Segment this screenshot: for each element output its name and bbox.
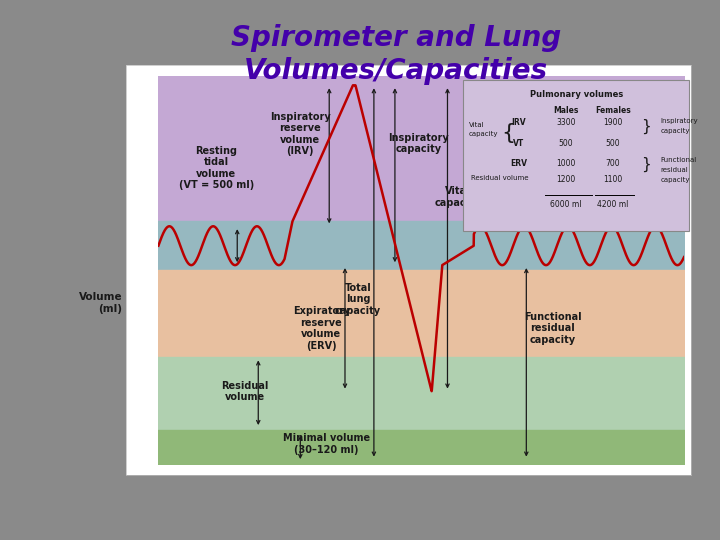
Text: Residual
volume: Residual volume bbox=[222, 381, 269, 402]
Text: Volume
(ml): Volume (ml) bbox=[78, 292, 122, 314]
Text: Volumes/Capacities: Volumes/Capacities bbox=[244, 57, 548, 85]
Text: Pulmonary volumes: Pulmonary volumes bbox=[530, 90, 623, 99]
Text: 500: 500 bbox=[559, 139, 573, 148]
Text: IRV: IRV bbox=[511, 118, 526, 127]
Text: residual: residual bbox=[660, 167, 688, 173]
Text: Minimal volume
(30–120 ml): Minimal volume (30–120 ml) bbox=[283, 433, 370, 455]
Text: Inspiratory: Inspiratory bbox=[660, 118, 698, 124]
Text: 1100: 1100 bbox=[603, 175, 623, 184]
Text: 3300: 3300 bbox=[556, 118, 575, 127]
Text: Spirometer and Lung: Spirometer and Lung bbox=[231, 24, 561, 52]
Text: Males: Males bbox=[553, 106, 578, 114]
Text: 500: 500 bbox=[606, 139, 621, 148]
Text: Functional
residual
capacity: Functional residual capacity bbox=[523, 312, 582, 345]
Text: ERV: ERV bbox=[510, 159, 527, 168]
Text: }: } bbox=[642, 157, 651, 172]
Text: Resting
tidal
volume
(VT = 500 ml): Resting tidal volume (VT = 500 ml) bbox=[179, 146, 254, 190]
Text: Functional: Functional bbox=[660, 157, 696, 163]
Text: }: } bbox=[642, 119, 651, 134]
Text: Inspiratory
capacity: Inspiratory capacity bbox=[388, 133, 449, 154]
Text: Residual volume: Residual volume bbox=[471, 175, 528, 181]
Text: 4200 ml: 4200 ml bbox=[598, 199, 629, 208]
Text: capacity: capacity bbox=[660, 177, 690, 183]
Text: Vital: Vital bbox=[469, 122, 484, 128]
Text: capacity: capacity bbox=[469, 131, 498, 138]
Text: 1200: 1200 bbox=[556, 175, 575, 184]
Text: 700: 700 bbox=[606, 159, 621, 168]
Bar bbox=[463, 80, 689, 231]
Text: {: { bbox=[501, 123, 515, 143]
Text: Inspiratory
reserve
volume
(IRV): Inspiratory reserve volume (IRV) bbox=[270, 112, 330, 156]
Text: 6000 ml: 6000 ml bbox=[550, 199, 582, 208]
Text: 1900: 1900 bbox=[603, 118, 623, 127]
Text: Vital
capacity: Vital capacity bbox=[435, 186, 481, 208]
Text: capacity: capacity bbox=[660, 128, 690, 134]
Text: Females: Females bbox=[595, 106, 631, 114]
Text: 1000: 1000 bbox=[556, 159, 575, 168]
Text: Total
lung
capacity: Total lung capacity bbox=[335, 282, 381, 316]
Text: VT: VT bbox=[513, 139, 524, 148]
Text: Expiratory
reserve
volume
(ERV): Expiratory reserve volume (ERV) bbox=[292, 306, 350, 350]
